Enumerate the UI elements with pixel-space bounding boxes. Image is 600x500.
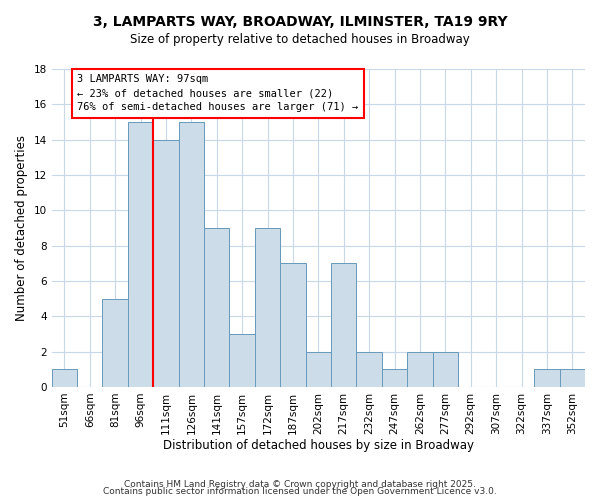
Bar [305,352,331,387]
Bar [179,122,204,387]
Bar [356,352,382,387]
Bar [229,334,255,387]
Bar [128,122,153,387]
X-axis label: Distribution of detached houses by size in Broadway: Distribution of detached houses by size … [163,440,474,452]
Bar [255,228,280,387]
Bar [382,370,407,387]
Text: Contains HM Land Registry data © Crown copyright and database right 2025.: Contains HM Land Registry data © Crown c… [124,480,476,489]
Bar [153,140,179,387]
Text: Size of property relative to detached houses in Broadway: Size of property relative to detached ho… [130,32,470,46]
Bar [52,370,77,387]
Bar [103,298,128,387]
Bar [204,228,229,387]
Text: 3, LAMPARTS WAY, BROADWAY, ILMINSTER, TA19 9RY: 3, LAMPARTS WAY, BROADWAY, ILMINSTER, TA… [92,15,508,29]
Bar [280,264,305,387]
Bar [560,370,585,387]
Y-axis label: Number of detached properties: Number of detached properties [15,135,28,321]
Text: Contains public sector information licensed under the Open Government Licence v3: Contains public sector information licen… [103,487,497,496]
Bar [331,264,356,387]
Bar [433,352,458,387]
Text: 3 LAMPARTS WAY: 97sqm
← 23% of detached houses are smaller (22)
76% of semi-deta: 3 LAMPARTS WAY: 97sqm ← 23% of detached … [77,74,358,112]
Bar [534,370,560,387]
Bar [407,352,433,387]
